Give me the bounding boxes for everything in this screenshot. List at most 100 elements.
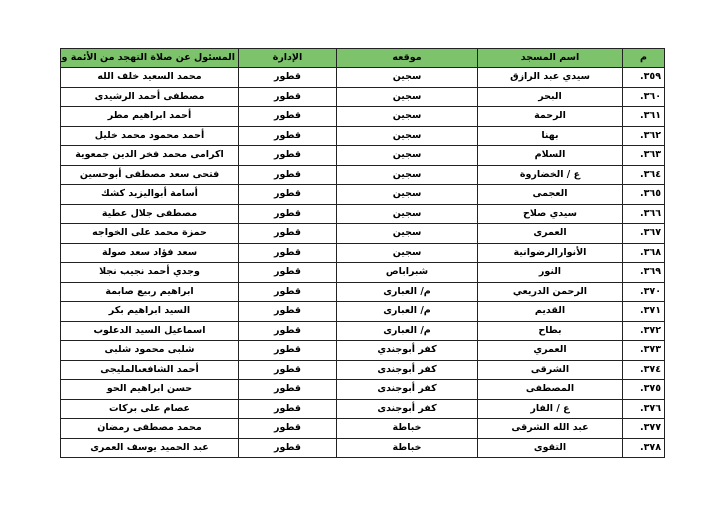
table-row: ٣٧١. القديم م/ العبارى قطور السيد ابراهيم بك… <box>60 301 665 322</box>
table-row: ٣٦٣. السلام سجين قطور اكرامى محمد فخر الدين … <box>60 145 665 166</box>
table-cell: ٣٧٣. <box>622 340 665 361</box>
table-cell: قطور <box>238 125 337 146</box>
table-cell: ٣٧٥. <box>622 379 665 400</box>
table-cell: عصام على بركات <box>60 398 239 419</box>
table-cell: الرحمة <box>477 106 623 127</box>
table-cell: أحمد الشافعىالمليجى <box>60 359 239 380</box>
table-cell: قطور <box>238 340 337 361</box>
table-cell: قطور <box>238 184 337 205</box>
table-cell: محمد مصطفى رمضان <box>60 418 239 439</box>
table-body: ٣٥٩. سيدي عبد الرازق سجين قطور محمد السعيد خ… <box>60 67 665 458</box>
table-row: ٣٧٢. بطاح م/ العبارى قطور اسماعيل السيد الدع… <box>60 320 665 341</box>
table-cell: قطور <box>238 223 337 244</box>
table-cell: ٣٦٨. <box>622 242 665 263</box>
table-cell: شبراباص <box>336 262 478 283</box>
table-cell: قطور <box>238 359 337 380</box>
table-cell: المصطفى <box>477 379 623 400</box>
table-cell: سجين <box>336 86 478 107</box>
table-cell: أحمد محمود محمد خليل <box>60 125 239 146</box>
header-cell: موقعه <box>336 48 478 68</box>
table-cell: ٣٦٥. <box>622 184 665 205</box>
header-cell: الإدارة <box>238 48 337 68</box>
table-cell: حمزة محمد على الخواجه <box>60 223 239 244</box>
table-cell: بهنا <box>477 125 623 146</box>
table-cell: ٣٦٩. <box>622 262 665 283</box>
table-cell: كفر أبوجندي <box>336 340 478 361</box>
table-cell: قطور <box>238 398 337 419</box>
table-cell: سجين <box>336 67 478 88</box>
header-cell: المسئول عن صلاة التهجد من الأئمة والخطبا… <box>60 48 239 68</box>
table-cell: قطور <box>238 67 337 88</box>
table-row: ٣٦٢. بهنا سجين قطور أحمد محمود محمد خليل <box>60 125 665 146</box>
table-row: ٣٦٧. العمرى سجين قطور حمزة محمد على الخواجه <box>60 223 665 244</box>
header-cell: اسم المسجد <box>477 48 623 68</box>
table-cell: ٣٧٠. <box>622 281 665 302</box>
table-cell: خباطة <box>336 437 478 458</box>
table-cell: سجين <box>336 242 478 263</box>
mosque-table: م اسم المسجد موقعه الإدارة المسئول عن صلاة ا… <box>60 48 665 458</box>
table-cell: الرحمن الدريعي <box>477 281 623 302</box>
table-cell: سيدي صلاح <box>477 203 623 224</box>
table-cell: شلبى محمود شلبى <box>60 340 239 361</box>
table-cell: سجين <box>336 184 478 205</box>
table-cell: م/ العبارى <box>336 320 478 341</box>
table-cell: السيد ابراهيم بكر <box>60 301 239 322</box>
table-cell: سعد فؤاد سعد صولة <box>60 242 239 263</box>
table-cell: قطور <box>238 437 337 458</box>
table-cell: سجين <box>336 203 478 224</box>
table-row: ٣٧٥. المصطفى كفر أبوجندى قطور حسن ابراهيم ال… <box>60 379 665 400</box>
table-cell: مصطفى جلال عطية <box>60 203 239 224</box>
table-cell: سجين <box>336 145 478 166</box>
table-cell: ٣٧٨. <box>622 437 665 458</box>
table-cell: قطور <box>238 242 337 263</box>
table-cell: ٣٦٠. <box>622 86 665 107</box>
table-cell: ٣٧٤. <box>622 359 665 380</box>
table-cell: قطور <box>238 418 337 439</box>
table-cell: قطور <box>238 262 337 283</box>
table-cell: سجين <box>336 223 478 244</box>
header-row: م اسم المسجد موقعه الإدارة المسئول عن صلاة ا… <box>60 48 665 68</box>
table-cell: محمد السعيد خلف الله <box>60 67 239 88</box>
table-cell: السلام <box>477 145 623 166</box>
table-cell: اسماعيل السيد الدعلوب <box>60 320 239 341</box>
table-cell: العمرى <box>477 223 623 244</box>
table-cell: بطاح <box>477 320 623 341</box>
table-cell: قطور <box>238 281 337 302</box>
table-cell: ٣٦٤. <box>622 164 665 185</box>
table-cell: ٣٧٦. <box>622 398 665 419</box>
table-cell: سيدي عبد الرازق <box>477 67 623 88</box>
table-cell: العمري <box>477 340 623 361</box>
table-row: ٣٦٠. البحر سجين قطور مصطفى أحمد الرشيدى <box>60 86 665 107</box>
table-row: ٣٦٥. العجمى سجين قطور أسامة أبواليزيد كشك <box>60 184 665 205</box>
table-cell: سجين <box>336 125 478 146</box>
table-cell: قطور <box>238 320 337 341</box>
table-cell: قطور <box>238 86 337 107</box>
table-cell: سجين <box>336 164 478 185</box>
table-cell: ٣٧١. <box>622 301 665 322</box>
table-cell: ٣٧٢. <box>622 320 665 341</box>
table-cell: ٣٦٦. <box>622 203 665 224</box>
table-row: ٣٦٩. النور شبراباص قطور وجدي أحمد نجيب نجلا <box>60 262 665 283</box>
table-cell: النور <box>477 262 623 283</box>
table-cell: التقوى <box>477 437 623 458</box>
table-cell: قطور <box>238 379 337 400</box>
table-cell: ٣٥٩. <box>622 67 665 88</box>
table-cell: م/ العبارى <box>336 301 478 322</box>
table-cell: ٣٦٢. <box>622 125 665 146</box>
table-cell: مصطفى أحمد الرشيدى <box>60 86 239 107</box>
table-row: ٣٧٤. الشرقى كفر أبوجندى قطور أحمد الشافعىالم… <box>60 359 665 380</box>
table-cell: ٣٦١. <box>622 106 665 127</box>
table-cell: عبد الحميد يوسف العمرى <box>60 437 239 458</box>
table-cell: قطور <box>238 164 337 185</box>
table-row: ٣٧٠. الرحمن الدريعي م/ العبارى قطور ابراهيم … <box>60 281 665 302</box>
table-cell: ٣٦٣. <box>622 145 665 166</box>
table-cell: م/ العبارى <box>336 281 478 302</box>
table-row: ٣٦٨. الأنوارالرضوانية سجين قطور سعد فؤاد سعد… <box>60 242 665 263</box>
table-cell: عبد الله الشرقى <box>477 418 623 439</box>
table-cell: ع / الخضاروة <box>477 164 623 185</box>
table-cell: خباطة <box>336 418 478 439</box>
table-row: ٣٧٧. عبد الله الشرقى خباطة قطور محمد مصطفى ر… <box>60 418 665 439</box>
table-cell: الشرقى <box>477 359 623 380</box>
table-cell: فتحى سعد مصطفى أبوحسين <box>60 164 239 185</box>
